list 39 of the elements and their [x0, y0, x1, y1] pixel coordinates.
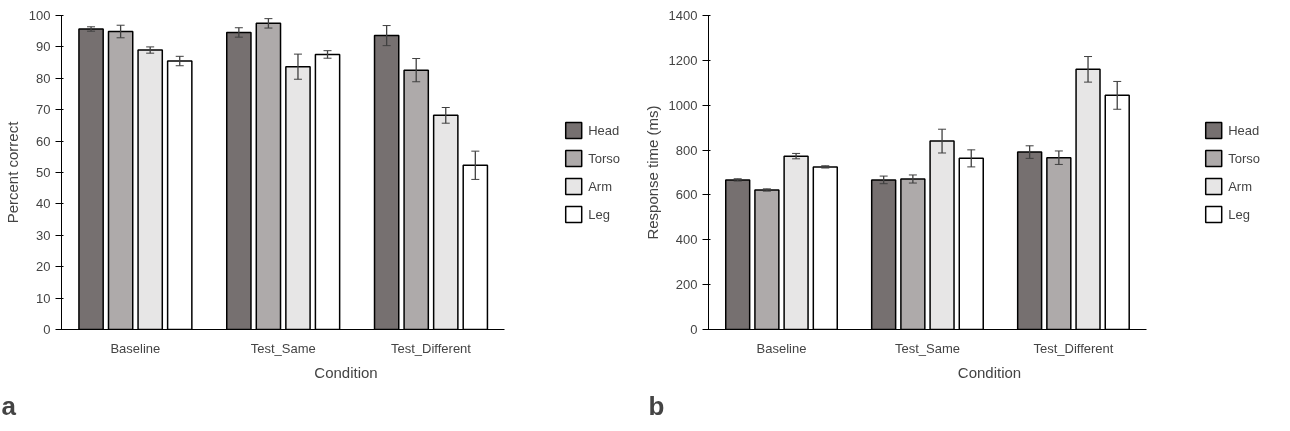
y-tick-label: 200: [675, 277, 698, 293]
text: a: [1, 390, 17, 421]
legend-label: Torso: [588, 150, 620, 166]
x-tick-label: Baseline: [756, 340, 807, 356]
legend-label: Arm: [1228, 178, 1253, 194]
legend-label: Arm: [588, 178, 613, 194]
y-tick-label: 0: [43, 322, 51, 337]
x-tick-label: Test_Different: [1033, 340, 1114, 356]
y-tick-label: 40: [36, 196, 51, 212]
y-tick-label: 100: [28, 8, 51, 23]
legend-label: Leg: [588, 206, 610, 222]
x-axis-title: Condition: [314, 363, 378, 381]
x-tick-label: Baseline: [110, 340, 161, 356]
legend-label: Head: [588, 122, 620, 138]
text: b: [648, 390, 665, 421]
y-tick-label: 600: [675, 187, 698, 203]
y-tick-label: 60: [36, 133, 51, 149]
y-tick-label: 50: [36, 165, 51, 180]
y-axis-title: Percent correct: [3, 120, 21, 224]
x-tick-label: Test_Same: [894, 340, 960, 356]
x-tick-label: Test_Same: [250, 340, 316, 356]
y-tick-label: 400: [675, 232, 698, 248]
y-tick-label: 1200: [668, 52, 698, 68]
legend-label: Head: [1228, 122, 1260, 138]
x-tick-label: Test_Different: [391, 340, 472, 356]
y-tick-label: 1400: [668, 8, 698, 23]
y-tick-label: 30: [36, 227, 51, 243]
legend-label: Torso: [1228, 150, 1260, 166]
y-tick-label: 0: [690, 322, 698, 337]
y-tick-label: 1000: [668, 97, 698, 113]
y-tick-label: 90: [36, 39, 51, 55]
x-axis-title: Condition: [957, 363, 1022, 381]
y-axis-title: Response time (ms): [643, 105, 661, 240]
y-tick-label: 800: [675, 142, 698, 158]
y-tick-label: 20: [36, 259, 51, 275]
y-tick-label: 80: [36, 70, 51, 86]
legend-label: Leg: [1228, 206, 1250, 222]
y-tick-label: 70: [36, 102, 51, 118]
y-tick-label: 10: [36, 290, 51, 306]
